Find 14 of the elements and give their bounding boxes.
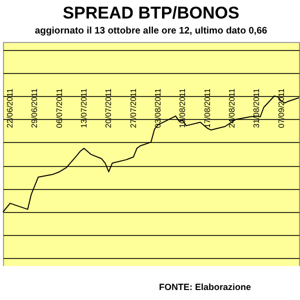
x-tick-label: 13/07/2011: [80, 88, 89, 128]
x-tick-label: 20/07/2011: [104, 88, 114, 128]
x-tick-label: 24/08/2011: [228, 88, 237, 128]
x-tick-label: 29/06/2011: [30, 88, 40, 128]
chart-title: SPREAD BTP/BONOS: [62, 4, 240, 22]
x-tick-label: 07/09/2011: [276, 88, 286, 128]
x-tick-label: 17/08/2011: [202, 88, 212, 128]
x-tick-label: 27/07/2011: [128, 88, 138, 128]
x-tick-label: 22/06/2011: [6, 88, 15, 128]
source-note: FONTE: Elaborazione: [158, 282, 252, 294]
chart-subtitle: aggiornato il 13 ottobre alle ore 12, ultimo dato 0,66: [34, 26, 268, 36]
x-tick-label: 06/07/2011: [54, 88, 64, 128]
x-tick-label: 03/08/2011: [154, 88, 163, 128]
x-tick-label: 10/08/2011: [178, 88, 188, 128]
